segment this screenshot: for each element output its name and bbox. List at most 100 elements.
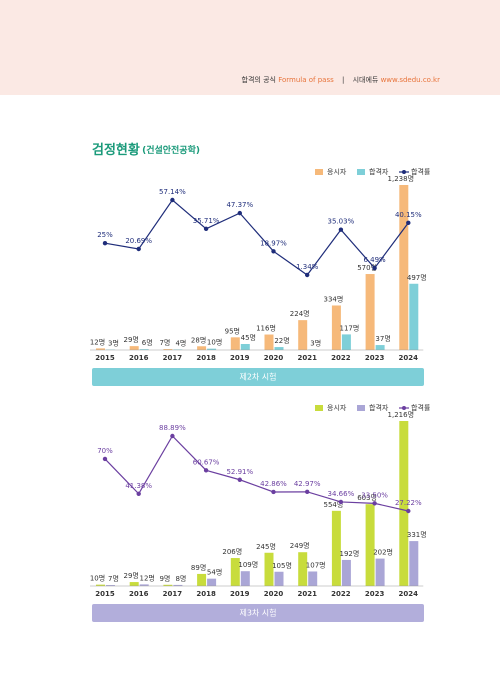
rate-point (406, 509, 410, 513)
x-tick-label: 2016 (129, 354, 149, 362)
rate-label: 27.22% (395, 499, 422, 507)
bar (366, 504, 375, 586)
rate-label: 1.34% (296, 263, 319, 271)
bar-value-label: 109명 (238, 560, 258, 569)
slogan: Formula of pass (278, 76, 334, 84)
rate-label: 52.91% (226, 468, 253, 476)
rate-point (339, 500, 343, 504)
bar-value-label: 9명 (159, 574, 170, 583)
legend-marker (402, 406, 406, 410)
bar (298, 320, 307, 350)
bar-value-label: 12명 (90, 337, 105, 346)
bar (241, 344, 250, 350)
rate-point (305, 273, 309, 277)
rate-label: 18.97% (260, 239, 287, 247)
bar (265, 335, 274, 350)
rate-label: 35.71% (193, 217, 220, 225)
bar (130, 346, 139, 350)
x-tick-label: 2017 (163, 590, 183, 598)
bar-value-label: 12명 (140, 573, 155, 582)
legend-swatch (357, 405, 365, 411)
bar-value-label: 3명 (108, 339, 119, 348)
rate-label: 41.38% (125, 482, 152, 490)
bar-value-label: 37명 (375, 334, 390, 343)
bar-value-label: 45명 (241, 333, 256, 342)
x-tick-label: 2019 (230, 590, 250, 598)
brand: 합격의 공식 (242, 75, 276, 84)
rate-point (339, 228, 343, 232)
bar-value-label: 7명 (159, 338, 170, 347)
rate-label: 40.15% (395, 211, 422, 219)
bar-value-label: 105명 (272, 561, 292, 570)
rate-point (238, 478, 242, 482)
bar (275, 347, 284, 350)
rate-point (372, 501, 376, 505)
bar-value-label: 95명 (225, 326, 240, 335)
bar (409, 284, 418, 350)
x-tick-label: 2024 (399, 354, 419, 362)
x-tick-label: 2020 (264, 354, 284, 362)
x-tick-label: 2021 (297, 354, 317, 362)
rate-point (103, 457, 107, 461)
url: www.sdedu.co.kr (381, 76, 441, 84)
bar-value-label: 8명 (175, 574, 186, 583)
bar-value-label: 331명 (407, 530, 427, 539)
x-tick-label: 2018 (196, 590, 216, 598)
bar-value-label: 192명 (339, 549, 359, 558)
rate-point (305, 490, 309, 494)
bar (376, 559, 385, 586)
x-tick-label: 2023 (365, 590, 385, 598)
rate-point (137, 247, 141, 251)
bar (399, 185, 408, 350)
x-tick-label: 2021 (297, 590, 317, 598)
rate-label: 25% (97, 231, 113, 239)
x-tick-label: 2024 (399, 590, 419, 598)
bar-value-label: 245명 (256, 542, 276, 551)
heading-sub: (건설안전공학) (142, 144, 200, 156)
legend-swatch (357, 169, 365, 175)
bar-value-label: 206명 (222, 547, 242, 556)
rate-point (271, 490, 275, 494)
bar-value-label: 202명 (373, 548, 393, 557)
bar (342, 560, 351, 586)
rate-point (406, 221, 410, 225)
bar-value-label: 117명 (339, 323, 359, 332)
bar-value-label: 1,238명 (388, 174, 414, 183)
bar-value-label: 249명 (290, 541, 310, 550)
x-tick-label: 2023 (365, 354, 385, 362)
x-tick-label: 2020 (264, 590, 284, 598)
rate-label: 42.97% (294, 480, 321, 488)
bar (207, 579, 216, 586)
bar (241, 571, 250, 586)
rate-label: 33.50% (361, 491, 388, 499)
bar-value-label: 29명 (124, 571, 139, 580)
legend-label: 합격자 (369, 403, 389, 412)
bar-value-label: 4명 (175, 338, 186, 347)
legend-label: 합격자 (369, 167, 389, 176)
rate-label: 70% (97, 447, 113, 455)
rate-point (238, 211, 242, 215)
rate-label: 34.66% (328, 490, 355, 498)
bar-value-label: 7명 (108, 574, 119, 583)
bar-value-label: 54명 (207, 568, 222, 577)
legend-swatch (315, 169, 323, 175)
bar (197, 574, 206, 586)
publisher: 시대에듀 (353, 75, 379, 84)
bar (231, 337, 240, 350)
bar-value-label: 3명 (310, 339, 321, 348)
bar (409, 541, 418, 586)
bar-value-label: 6명 (142, 338, 153, 347)
rate-label: 6.49% (363, 256, 386, 264)
bar (197, 346, 206, 350)
rate-label: 60.67% (193, 458, 220, 466)
section-title: 제2차 시험 (239, 373, 276, 382)
x-tick-label: 2018 (196, 354, 216, 362)
rate-label: 88.89% (159, 424, 186, 432)
rate-point (372, 266, 376, 270)
legend-label: 응시자 (327, 167, 347, 176)
bar-value-label: 224명 (290, 309, 310, 318)
legend-swatch (315, 405, 323, 411)
bar-value-label: 107명 (306, 560, 326, 569)
